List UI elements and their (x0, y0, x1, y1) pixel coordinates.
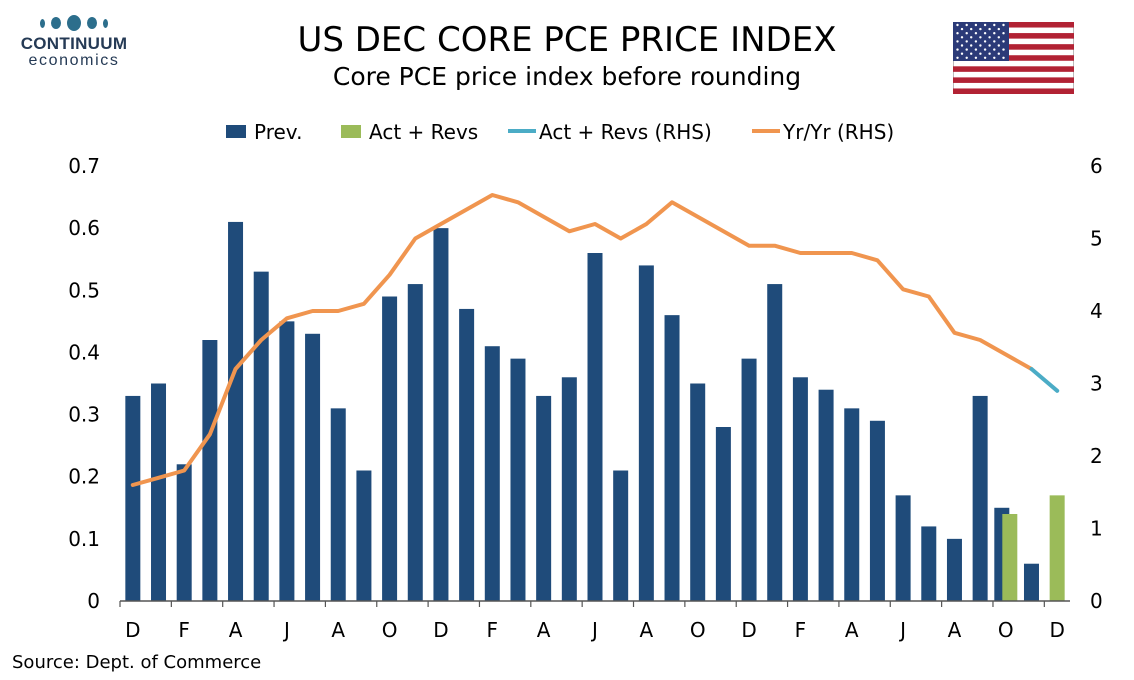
right-axis-tick-label: 6 (1090, 154, 1103, 178)
bar-series (125, 221, 1065, 601)
x-axis-tick-label: A (229, 618, 243, 642)
legend-label: Act + Revs (RHS) (539, 120, 712, 144)
right-axis-tick-label: 2 (1090, 444, 1103, 468)
x-axis-tick-label: D (125, 618, 140, 642)
bar-prev (792, 377, 808, 601)
x-axis-tick-label: F (178, 618, 190, 642)
bar-prev (536, 395, 552, 601)
left-axis-tick-label: 0.5 (68, 278, 100, 302)
bar-prev (561, 377, 577, 601)
x-axis-tick-label: O (998, 618, 1014, 642)
bar-prev (407, 284, 423, 601)
legend-swatch (226, 125, 246, 138)
legend-label: Prev. (254, 120, 302, 144)
right-axis-tick-label: 0 (1090, 589, 1103, 613)
x-axis-tick-label: O (382, 618, 398, 642)
bar-prev (1023, 563, 1039, 601)
bar-prev (459, 308, 475, 601)
x-axis-tick-label: F (795, 618, 807, 642)
right-axis: 0 1 2 3 4 5 6 (1090, 154, 1103, 613)
bar-prev (125, 395, 141, 601)
bar-prev (613, 470, 629, 601)
bar-prev (305, 333, 321, 601)
x-axis-tick-label: J (282, 618, 290, 642)
x-axis-tick-label: D (1049, 618, 1064, 642)
logo-name-line2: economics (28, 52, 120, 69)
left-axis-tick-label: 0.6 (68, 216, 100, 240)
us-flag-icon (953, 22, 1074, 94)
bar-prev (690, 383, 706, 601)
legend-swatch (341, 125, 361, 138)
bar-prev (176, 464, 192, 601)
x-axis-tick-label: D (741, 618, 756, 642)
left-axis-tick-label: 0.7 (68, 154, 100, 178)
legend-item: Yr/Yr (RHS) (752, 120, 894, 144)
logo-dots-icon (14, 14, 134, 32)
right-axis-tick-label: 3 (1090, 372, 1103, 396)
bar-prev (638, 265, 654, 601)
x-axis-tick-label: A (845, 618, 859, 642)
x-axis-tick-label: D (433, 618, 448, 642)
right-axis-tick-label: 4 (1090, 299, 1103, 323)
bar-prev (433, 228, 449, 601)
chart-title: US DEC CORE PCE PRICE INDEX (297, 20, 837, 60)
logo-name-line1: CONTINUUM (20, 34, 128, 53)
bar-prev (484, 346, 500, 601)
legend-label: Act + Revs (369, 120, 478, 144)
source-note: Source: Dept. of Commerce (12, 652, 262, 673)
legend-item: Act + Revs (341, 120, 478, 144)
left-axis-tick-label: 0.3 (68, 403, 100, 427)
bar-prev (279, 321, 295, 601)
x-axis-tick-label: O (690, 618, 706, 642)
bar-prev (869, 420, 885, 601)
bar-prev (356, 470, 372, 601)
left-axis: 0 0.1 0.2 0.3 0.4 0.5 0.6 0.7 (68, 154, 100, 613)
bar-prev (741, 358, 757, 601)
legend-item: Act + Revs (RHS) (508, 120, 712, 144)
line-yoy (130, 193, 1034, 487)
x-axis-tick-label: A (537, 618, 551, 642)
bar-prev (510, 358, 526, 601)
x-axis-tick-label: A (640, 618, 654, 642)
bar-prev (946, 538, 962, 601)
bar-prev (818, 389, 834, 601)
left-axis-tick-label: 0.4 (68, 340, 100, 364)
bar-prev (972, 395, 988, 601)
right-axis-tick-label: 5 (1090, 227, 1103, 251)
bar-prev (921, 526, 937, 601)
x-axis-tick-label: J (898, 618, 906, 642)
bar-prev (895, 495, 911, 601)
chart-legend: Prev. Act + Revs Act + Revs (RHS) Yr/Yr (RH… (226, 120, 894, 144)
bar-prev (767, 284, 783, 601)
bar-prev (715, 427, 731, 601)
bar-prev (587, 253, 603, 601)
x-axis-tick-label: F (487, 618, 499, 642)
bar-prev (844, 408, 860, 601)
x-axis-tick-label: A (948, 618, 962, 642)
continuum-logo: CONTINUUM economics (14, 14, 134, 76)
left-axis-tick-label: 0 (87, 589, 100, 613)
left-axis-tick-label: 0.1 (68, 527, 100, 551)
chart-subtitle: Core PCE price index before rounding (332, 62, 802, 91)
legend-item: Prev. (226, 120, 302, 144)
bar-prev (253, 271, 269, 601)
line-series (130, 193, 1060, 487)
bar-prev (151, 383, 167, 601)
line-act-revs-rhs (1029, 367, 1060, 393)
x-axis-tick-label: A (331, 618, 345, 642)
bar-act-revs (1002, 514, 1018, 601)
left-axis-tick-label: 0.2 (68, 465, 100, 489)
x-axis-tick-label: J (590, 618, 598, 642)
bar-act-revs (1049, 495, 1065, 601)
bar-prev (330, 408, 346, 601)
bar-prev (228, 221, 244, 601)
bar-prev (382, 296, 398, 601)
right-axis-tick-label: 1 (1090, 517, 1103, 541)
bar-prev (202, 340, 218, 601)
legend-label: Yr/Yr (RHS) (782, 120, 894, 144)
bar-prev (664, 315, 680, 601)
